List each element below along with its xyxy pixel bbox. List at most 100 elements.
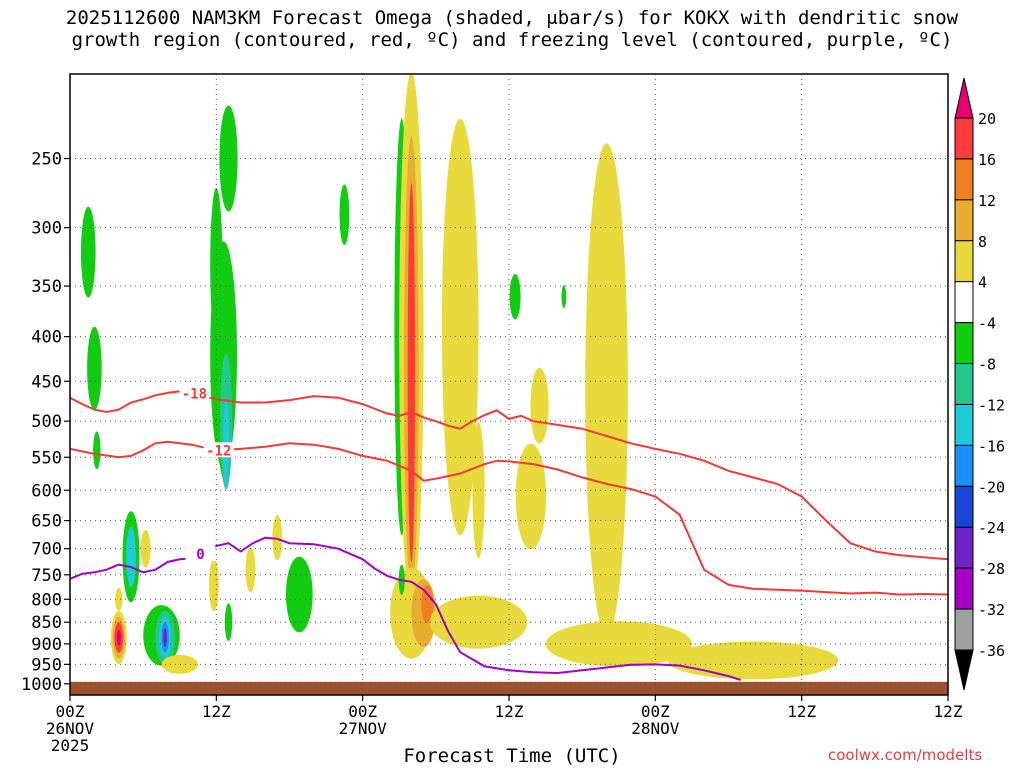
colorbar-segment: [954, 526, 974, 569]
omega-region: [115, 587, 123, 611]
omega-region: [509, 274, 521, 320]
colorbar-label: 16: [978, 151, 996, 169]
omega-region: [429, 595, 528, 649]
colorbar-label: -12: [978, 396, 1005, 414]
y-tick-label: 850: [31, 613, 62, 633]
contour-label: 0: [196, 547, 204, 563]
contour-label: -18: [182, 387, 207, 403]
y-tick-label: 1000: [21, 675, 62, 695]
x-tick-label: 26NOV: [46, 719, 95, 738]
contour-lines: -18 -12 0: [70, 385, 948, 681]
colorbar-bottom-arrow: [954, 649, 974, 691]
x-tick-label: 12Z: [787, 702, 816, 721]
colorbar-segment: [954, 485, 974, 528]
colorbar-label: 8: [978, 233, 987, 251]
omega-region: [530, 367, 549, 444]
x-tick-label: 27NOV: [339, 719, 388, 738]
colorbar-segment: [954, 281, 974, 324]
colorbar-label: -28: [978, 560, 1005, 578]
omega-region: [561, 285, 567, 309]
y-tick-label: 900: [31, 635, 62, 655]
omega-region: [219, 105, 238, 212]
x-tick-label: 28NOV: [631, 719, 680, 738]
omega-region: [545, 621, 692, 667]
x-tick-label: 12Z: [495, 702, 524, 721]
contour-label-bg: [185, 546, 216, 562]
y-tick-label: 350: [31, 277, 62, 297]
colorbar-segment: [954, 567, 974, 610]
contour-label-bg: [179, 385, 210, 401]
omega-region: [126, 526, 136, 587]
contour-label-bg: [203, 442, 234, 458]
y-tick-label: 450: [31, 372, 62, 392]
colorbar: 20 16 12 8 4 -4 -8 -12 -16 -20 -24 -28 -32 -36: [954, 77, 1005, 691]
colorbar-segment: [954, 158, 974, 201]
omega-region: [93, 431, 101, 470]
ground-terrain-bar: [70, 681, 948, 695]
omega-region: [272, 515, 283, 561]
y-tick-label: 750: [31, 566, 62, 586]
x-tick-label: 00Z: [641, 702, 670, 721]
colorbar-segment: [954, 403, 974, 446]
omega-region: [339, 184, 350, 246]
x-axis-title: Forecast Time (UTC): [403, 745, 621, 767]
colorbar-label: -32: [978, 601, 1005, 619]
x-tick-label: 12Z: [934, 702, 963, 721]
colorbar-label: -24: [978, 519, 1005, 537]
colorbar-segment: [954, 117, 974, 160]
colorbar-label: -8: [978, 356, 996, 374]
omega-region: [285, 556, 313, 633]
omega-region: [224, 603, 233, 642]
colorbar-top-arrow: [954, 77, 974, 119]
colorbar-segment: [954, 444, 974, 487]
y-tick-label: 550: [31, 448, 62, 468]
x-tick-label: 00Z: [56, 702, 85, 721]
colorbar-label: 20: [978, 110, 996, 128]
colorbar-segment: [954, 240, 974, 283]
y-axis: 2503003504004505005506006507007508008509…: [21, 150, 70, 695]
colorbar-segment: [954, 608, 974, 651]
omega-region: [209, 558, 219, 612]
contour-line--12: [70, 440, 948, 596]
omega-region: [87, 326, 102, 411]
y-tick-label: 700: [31, 540, 62, 560]
y-tick-label: 500: [31, 412, 62, 432]
y-tick-label: 600: [31, 481, 62, 501]
colorbar-label: 12: [978, 192, 996, 210]
colorbar-segment: [954, 322, 974, 365]
omega-region: [163, 628, 167, 647]
x-tick-label: 12Z: [202, 702, 231, 721]
colorbar-label: -16: [978, 437, 1005, 455]
y-tick-label: 800: [31, 590, 62, 610]
omega-region: [667, 641, 839, 680]
colorbar-label: -4: [978, 315, 996, 333]
colorbar-label: -36: [978, 642, 1005, 660]
omega-region: [161, 654, 199, 674]
omega-region: [407, 183, 416, 563]
y-tick-label: 950: [31, 655, 62, 675]
x-tick-label: 2025: [51, 736, 90, 755]
omega-region: [472, 422, 485, 559]
y-tick-label: 400: [31, 328, 62, 348]
omega-region: [116, 629, 121, 646]
y-tick-label: 250: [31, 150, 62, 170]
omega-region: [441, 118, 479, 536]
colorbar-segment: [954, 199, 974, 242]
colorbar-label: -20: [978, 478, 1005, 496]
omega-shading: [81, 74, 839, 680]
contour-label: -12: [206, 443, 231, 459]
watermark-link[interactable]: coolwx.com/modelts: [828, 746, 983, 764]
y-tick-label: 650: [31, 512, 62, 532]
omega-region: [81, 206, 96, 298]
omega-region: [245, 547, 256, 593]
chart-title-line-2: growth region (contoured, red, ºC) and f…: [71, 29, 953, 51]
colorbar-label: 4: [978, 274, 987, 292]
omega-region: [515, 443, 547, 550]
contour-line-0: [70, 536, 742, 681]
omega-region: [585, 143, 628, 636]
chart-title-line-1: 2025112600 NAM3KM Forecast Omega (shaded…: [65, 7, 959, 29]
omega-region: [421, 585, 434, 623]
